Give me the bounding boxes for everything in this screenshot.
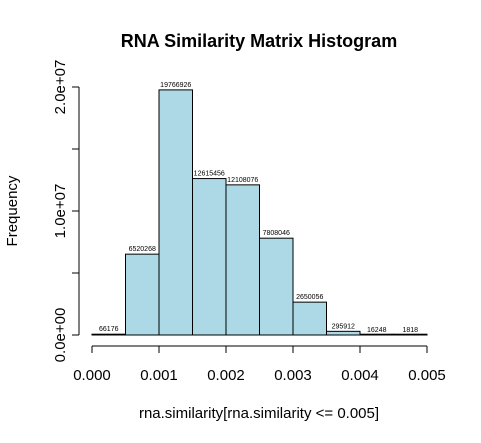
- x-tick-label: 0.001: [140, 367, 178, 384]
- bar-count-label: 12108076: [227, 177, 258, 184]
- y-axis: 0.0e+00 1.0e+07 2.0e+07: [52, 60, 80, 363]
- x-tick-label: 0.000: [73, 367, 111, 384]
- x-tick-label: 0.002: [207, 367, 245, 384]
- histogram-bar: [225, 184, 260, 336]
- histogram-bar: [393, 333, 428, 336]
- bar-count-label: 1818: [402, 327, 418, 334]
- y-axis-label: Frequency: [4, 175, 21, 246]
- histogram-bar: [125, 253, 160, 336]
- histogram-bar: [158, 89, 193, 336]
- x-tick-label: 0.005: [408, 367, 446, 384]
- bar-count-label: 7808046: [263, 230, 290, 237]
- bar-count-label: 12615456: [194, 171, 225, 178]
- histogram-bar: [259, 237, 294, 336]
- y-tick-label: 1.0e+07: [52, 184, 69, 239]
- histogram-bar: [359, 333, 394, 336]
- bar-count-label: 66176: [99, 326, 119, 333]
- histogram-bar: [292, 301, 327, 336]
- x-axis-label: rna.similarity[rna.similarity <= 0.005]: [139, 405, 379, 422]
- bar-count-label: 16248: [367, 327, 387, 334]
- bar-count-label: 295912: [332, 323, 355, 330]
- x-axis: 0.000 0.001 0.002 0.003 0.004 0.005: [73, 345, 446, 384]
- x-tick-label: 0.004: [341, 367, 379, 384]
- bar-count-label: 19766926: [160, 82, 191, 89]
- y-tick-label: 0.0e+00: [52, 308, 69, 363]
- chart-title: RNA Similarity Matrix Histogram: [121, 31, 397, 51]
- bars-group: [91, 89, 428, 336]
- histogram-bar: [192, 178, 227, 336]
- y-tick-label: 2.0e+07: [52, 60, 69, 115]
- bar-count-label: 2650056: [296, 294, 323, 301]
- bar-count-label: 6520268: [129, 246, 156, 253]
- histogram-bar: [91, 333, 126, 336]
- x-tick-label: 0.003: [274, 367, 312, 384]
- histogram-bar: [326, 330, 361, 336]
